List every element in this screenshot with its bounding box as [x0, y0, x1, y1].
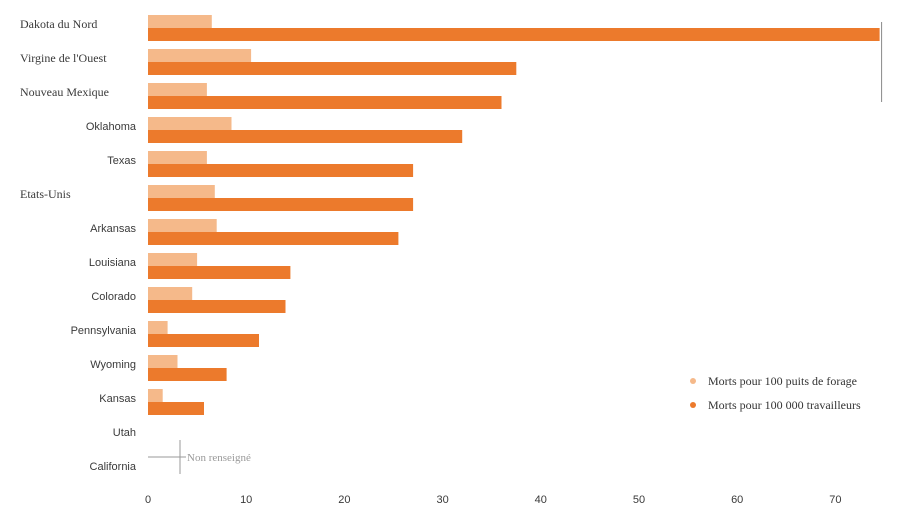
category-label-oklahoma: Oklahoma [86, 121, 137, 133]
legend: Morts pour 100 puits de forage Morts pour… [690, 374, 861, 412]
category-label-wyoming: Wyoming [90, 359, 136, 371]
bar-kansas-per-100-wells [148, 389, 163, 402]
x-tick-label: 0 [145, 494, 151, 506]
x-tick-label: 10 [240, 494, 252, 506]
bar-virgine-de-l-ouest-per-100-wells [148, 49, 252, 62]
category-label-colorado: Colorado [91, 291, 136, 303]
bar-arkansas-per-100-wells [148, 219, 217, 232]
category-label-louisiana: Louisiana [89, 257, 137, 269]
category-label-texas: Texas [107, 155, 136, 167]
bar-wyoming-per-100000-workers [148, 368, 227, 381]
bar-virgine-de-l-ouest-per-100000-workers [148, 62, 517, 75]
bar-wyoming-per-100-wells [148, 355, 178, 368]
legend-swatch-wells [690, 378, 696, 384]
bar-colorado-per-100-wells [148, 287, 193, 300]
category-label-utah: Utah [113, 427, 136, 439]
bar-nouveau-mexique-per-100-wells [148, 83, 207, 96]
x-tick-label: 40 [535, 494, 547, 506]
category-label-dakota-du-nord: Dakota du Nord [20, 17, 97, 31]
category-label-arkansas: Arkansas [90, 223, 136, 235]
x-axis-ticks: 0 10 20 30 40 50 60 70 [145, 494, 842, 506]
category-label-pennsylvania: Pennsylvania [71, 325, 137, 337]
bar-oklahoma-per-100-wells [148, 117, 232, 130]
bar-dakota-du-nord-per-100-wells [148, 15, 212, 28]
legend-swatch-workers [690, 402, 696, 408]
bar-texas-per-100000-workers [148, 164, 414, 177]
x-tick-label: 50 [633, 494, 645, 506]
bar-pennsylvania-per-100-wells [148, 321, 168, 334]
bar-nouveau-mexique-per-100000-workers [148, 96, 502, 109]
category-label-virgine-de-l-ouest: Virgine de l'Ouest [20, 51, 107, 65]
bar-louisiana-per-100-wells [148, 253, 198, 266]
bar-texas-per-100-wells [148, 151, 207, 164]
not-reported-annotation: Non renseigné [148, 440, 251, 474]
legend-label-workers: Morts pour 100 000 travailleurs [708, 398, 861, 412]
category-label-kansas: Kansas [99, 393, 136, 405]
annotation-text: Non renseigné [187, 452, 251, 464]
bar-etats-unis-per-100-wells [148, 185, 215, 198]
x-tick-label: 30 [436, 494, 448, 506]
category-label-etats-unis: Etats-Unis [20, 187, 71, 201]
x-tick-label: 70 [829, 494, 841, 506]
bar-kansas-per-100000-workers [148, 402, 204, 415]
x-tick-label: 60 [731, 494, 743, 506]
bar-colorado-per-100000-workers [148, 300, 286, 313]
x-tick-label: 20 [338, 494, 350, 506]
legend-label-wells: Morts pour 100 puits de forage [708, 374, 857, 388]
bars-layer [148, 15, 883, 415]
category-label-california: California [90, 461, 137, 473]
bar-arkansas-per-100000-workers [148, 232, 399, 245]
category-labels: Dakota du Nord Virgine de l'Ouest Nouveau … [20, 17, 137, 473]
bar-oklahoma-per-100000-workers [148, 130, 463, 143]
bar-dakota-du-nord-per-100000-workers [148, 28, 880, 41]
bar-pennsylvania-per-100000-workers [148, 334, 259, 347]
category-label-nouveau-mexique: Nouveau Mexique [20, 85, 109, 99]
bar-louisiana-per-100000-workers [148, 266, 291, 279]
bar-etats-unis-per-100000-workers [148, 198, 414, 211]
